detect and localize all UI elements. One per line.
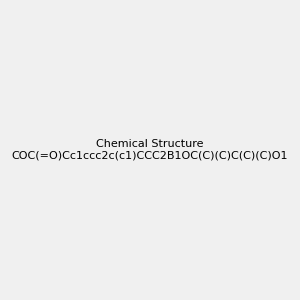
Text: Chemical Structure
COC(=O)Cc1ccc2c(c1)CCC2B1OC(C)(C)C(C)(C)O1: Chemical Structure COC(=O)Cc1ccc2c(c1)CC… xyxy=(12,139,288,161)
